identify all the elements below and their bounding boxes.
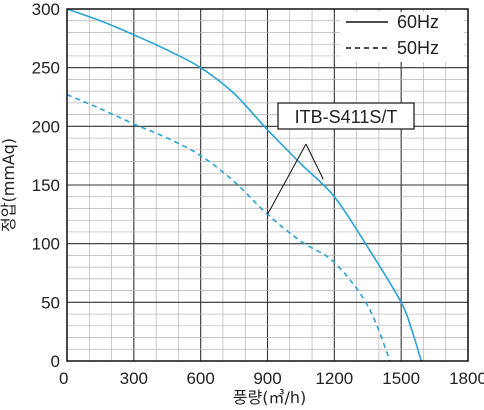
x-tick-label: 1500 xyxy=(382,369,420,388)
y-tick-label: 200 xyxy=(32,117,60,136)
x-axis-title: 풍량(㎥/h) xyxy=(233,388,306,407)
series-line-50hz xyxy=(66,93,391,362)
x-tick-label: 900 xyxy=(253,369,281,388)
annotation-box xyxy=(277,102,415,130)
legend-label-60hz: 60Hz xyxy=(397,12,439,32)
y-tick-label: 150 xyxy=(32,176,60,195)
legend-box xyxy=(340,12,464,62)
tick-labels: 0 300 600 900 1200 1500 1800 0 50 100 150 200 250 300 xyxy=(32,0,484,388)
grid xyxy=(66,8,469,362)
x-tick-label: 300 xyxy=(120,369,148,388)
legend-label-50hz: 50Hz xyxy=(397,38,439,58)
y-tick-label: 300 xyxy=(32,0,60,19)
annotation-leader-60hz xyxy=(305,143,324,180)
x-tick-label: 1200 xyxy=(315,369,353,388)
x-tick-label: 600 xyxy=(186,369,214,388)
y-tick-label: 100 xyxy=(32,235,60,254)
annotation-leader-50hz xyxy=(267,143,307,215)
series-layer xyxy=(66,8,422,362)
plot-frame xyxy=(66,8,469,362)
model-annotation: ITB-S411S/T xyxy=(267,102,415,215)
annotation-label: ITB-S411S/T xyxy=(295,107,398,127)
y-tick-label: 0 xyxy=(51,352,60,371)
series-line-60hz xyxy=(66,8,422,362)
legend: 60Hz 50Hz xyxy=(340,12,464,62)
y-tick-label: 250 xyxy=(32,59,60,78)
x-tick-label: 0 xyxy=(59,369,68,388)
y-axis-title: 정압(mmAq) xyxy=(0,138,18,232)
x-tick-label: 1800 xyxy=(449,369,484,388)
y-tick-label: 50 xyxy=(41,293,60,312)
